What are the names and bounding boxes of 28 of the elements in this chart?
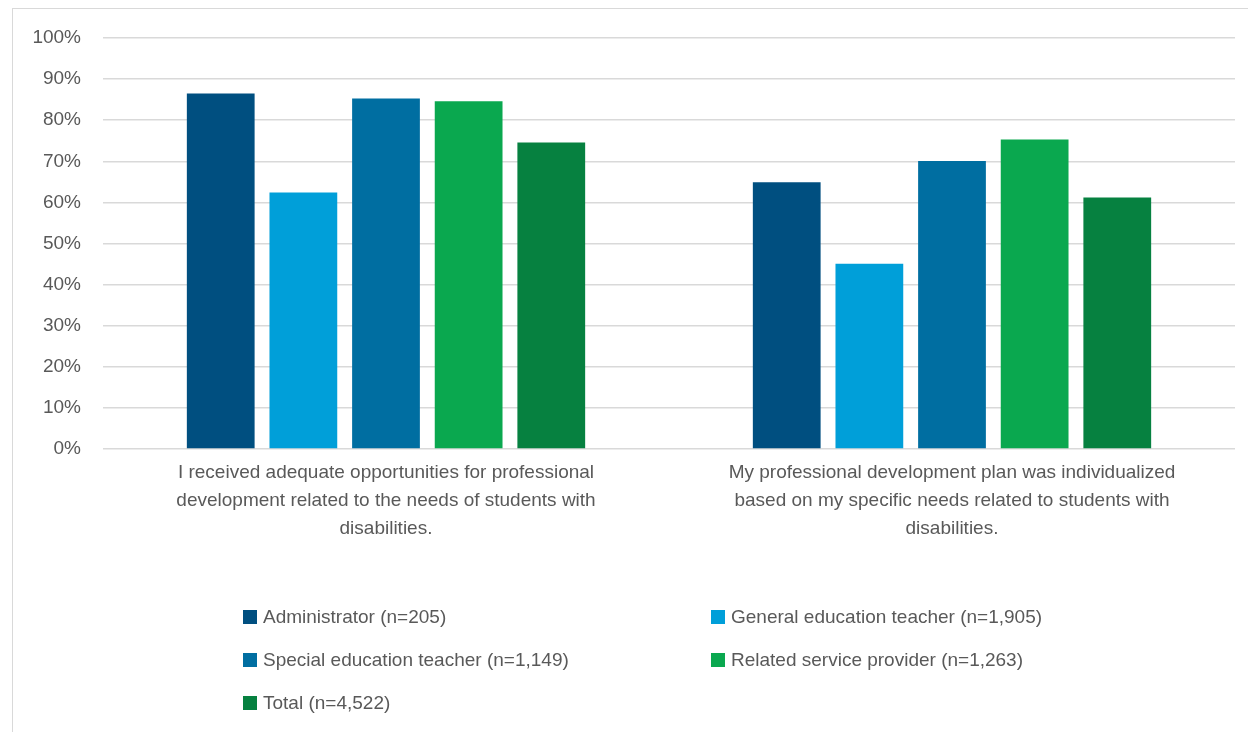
y-tick-label: 20%	[42, 355, 82, 377]
y-tick-label: 50%	[42, 231, 82, 253]
bar	[1000, 139, 1069, 449]
legend-label: Special education teacher (n=1,149)	[263, 648, 569, 672]
y-tick-label: 0%	[53, 437, 82, 459]
y-tick-label: 90%	[42, 67, 82, 89]
bar	[186, 93, 255, 449]
legend-label: Administrator (n=205)	[263, 605, 447, 629]
bar	[1083, 197, 1152, 449]
bar	[918, 160, 986, 449]
bar	[517, 142, 586, 449]
y-tick-label: 100%	[32, 26, 82, 48]
y-tick-label: 10%	[42, 396, 82, 418]
legend-label: General education teacher (n=1,905)	[731, 605, 1043, 629]
bar	[434, 101, 503, 449]
x-tick-label: My professional development plan was individualized based on my specific needs related to students with disabilities.	[728, 461, 1176, 539]
bar	[352, 98, 420, 449]
x-tick-label: I received adequate opportunities for professional development related to the needs of students with disabilities.	[176, 461, 596, 539]
bar	[269, 192, 338, 449]
y-tick-label: 30%	[42, 313, 82, 335]
y-tick-label: 70%	[42, 149, 82, 171]
bar	[835, 263, 904, 449]
bar	[752, 182, 821, 449]
y-tick-label: 40%	[42, 272, 82, 294]
y-tick-label: 80%	[42, 108, 82, 130]
legend-label: Related service provider (n=1,263)	[731, 648, 1024, 672]
y-tick-label: 60%	[42, 190, 82, 212]
legend-label: Total (n=4,522)	[263, 691, 391, 715]
